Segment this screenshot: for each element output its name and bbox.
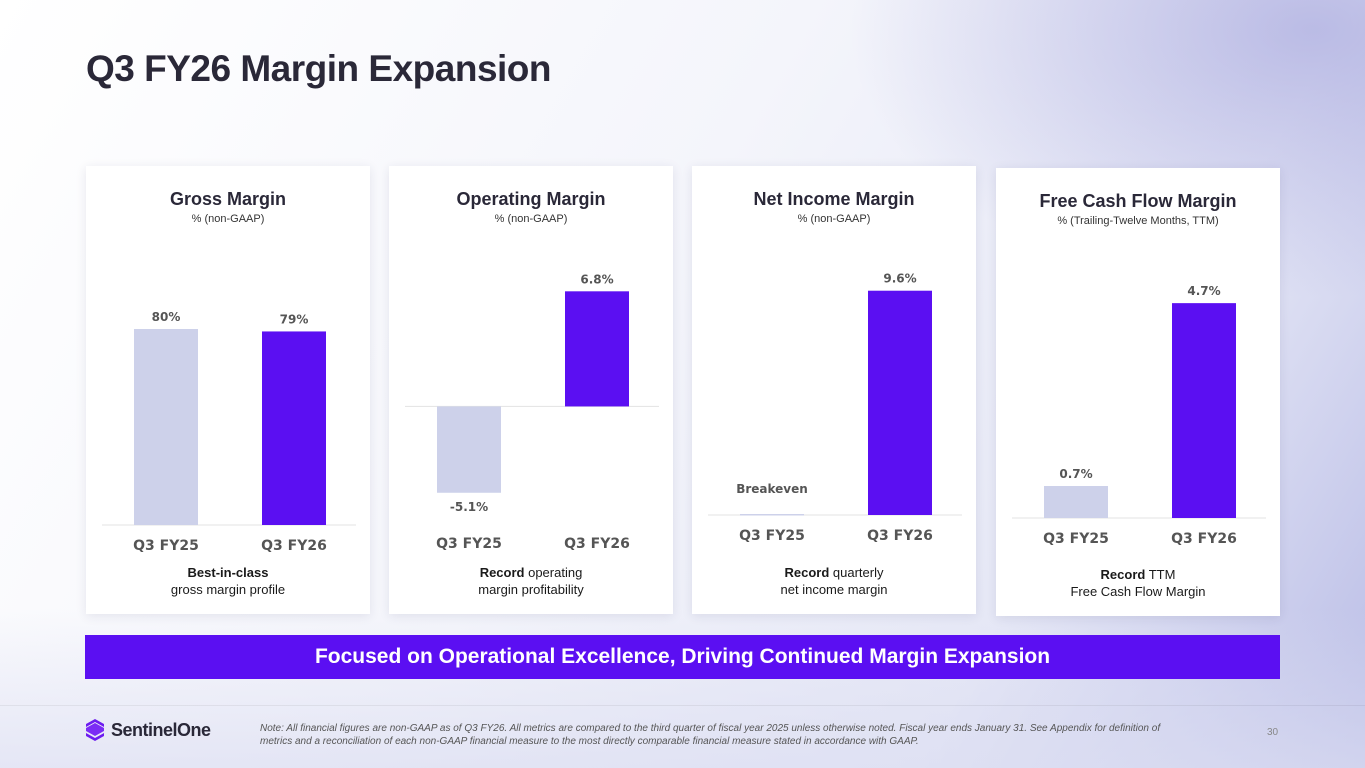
category-label: Q3 FY25 [133,538,199,554]
chart-title: Gross Margin [169,189,287,209]
data-label: 6.8% [580,272,613,286]
data-label: 80% [152,310,181,324]
category-label: Q3 FY25 [739,528,805,544]
category-label: Q3 FY26 [564,536,630,552]
data-label: 9.6% [883,272,916,286]
bar-q3-fy26 [565,291,629,407]
net-income-margin-card: Net Income Margin % (non-GAAP) Breakeven… [692,166,976,614]
page-title: Q3 FY26 Margin Expansion [86,48,552,89]
bar-q3-fy25 [1044,486,1108,518]
footer-divider [0,705,1365,706]
data-label: 0.7% [1059,467,1092,481]
data-label: -5.1% [450,500,488,514]
logo-wordmark: SentinelOne [111,719,211,740]
footnote-bold: Record [784,565,830,580]
data-label: 79% [280,312,309,326]
chart-footnote: Record operating margin profitability [389,564,673,598]
operating-margin-chart: -5.1% Q3 FY25 6.8% Q3 FY26 [405,272,659,552]
chart-subtitle: % (non-GAAP) [494,213,568,225]
chart-footnote: Best-in-class gross margin profile [86,564,370,598]
category-label: Q3 FY26 [1171,531,1237,547]
chart-footnote: Record TTM Free Cash Flow Margin [996,566,1280,600]
chart-footnote: Record quarterly net income margin [692,564,976,598]
footnote-bold: Record [479,565,525,580]
category-label: Q3 FY26 [867,528,933,544]
free-cash-flow-margin-card: Free Cash Flow Margin % (Trailing-Twelve… [996,168,1280,616]
bar-q3-fy25 [740,514,804,516]
bar-q3-fy25 [437,406,501,493]
sentinelone-logo: SentinelOne [85,718,211,742]
sentinelone-logo-icon [86,719,104,741]
footnote-bold: Record [1100,567,1146,582]
footnote-disclaimer: Note: All financial figures are non-GAAP… [260,723,1161,747]
footnote-line2: net income margin [780,582,888,597]
footnote-text: operating [524,565,583,580]
gross-margin-chart: 80% Q3 FY25 79% Q3 FY26 [102,310,356,554]
summary-banner: Focused on Operational Excellence, Drivi… [85,635,1280,679]
free-cash-flow-margin-chart: 0.7% Q3 FY25 4.7% Q3 FY26 [1012,284,1266,547]
category-label: Q3 FY25 [1043,531,1109,547]
chart-subtitle: % (non-GAAP) [797,213,871,225]
category-label: Q3 FY25 [436,536,502,552]
bar-q3-fy26 [868,290,932,515]
page-number: 30 [1267,727,1279,738]
footnote-line2: Free Cash Flow Margin [1070,584,1206,599]
footnote-bold: Best-in-class [187,565,269,580]
category-label: Q3 FY26 [261,538,327,554]
gross-margin-card: Gross Margin % (non-GAAP) 80% Q3 FY25 79% Q… [86,166,370,614]
net-income-margin-chart: Breakeven Q3 FY25 9.6% Q3 FY26 [708,272,962,544]
bar-q3-fy26 [1172,303,1236,518]
footnote-line2: margin profitability [478,582,584,597]
bar-q3-fy25 [134,329,198,525]
footnote-text: quarterly [829,565,884,580]
data-label: 4.7% [1187,284,1220,298]
footnote-text: gross margin profile [170,582,286,597]
background-glow-bottom [0,608,1365,768]
footnote-text: TTM [1145,567,1176,582]
chart-title: Operating Margin [456,189,606,209]
chart-title: Free Cash Flow Margin [1039,191,1237,211]
data-label: Breakeven [736,482,808,496]
operating-margin-card: Operating Margin % (non-GAAP) -5.1% Q3 FY… [389,166,673,614]
bar-q3-fy26 [262,331,326,525]
chart-subtitle: % (Trailing-Twelve Months, TTM) [1057,215,1219,227]
chart-subtitle: % (non-GAAP) [191,213,265,225]
chart-title: Net Income Margin [753,189,915,209]
